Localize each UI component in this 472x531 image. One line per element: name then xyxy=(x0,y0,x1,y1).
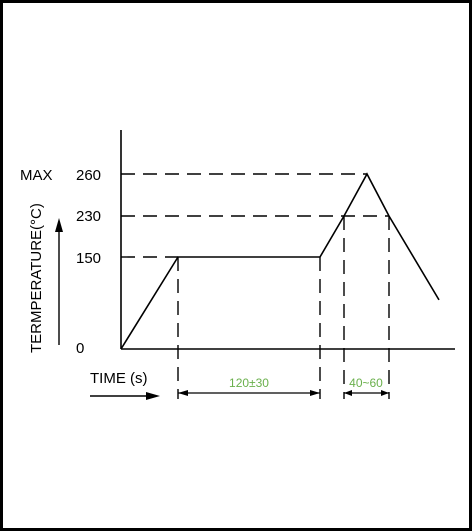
y-axis-title: TERMPERATURE(°C) xyxy=(28,203,45,353)
interval-120-arrow-right-icon xyxy=(310,390,320,396)
interval-40-arrow-right-icon xyxy=(381,390,389,396)
interval-40-dimension: 40~60 xyxy=(344,376,389,396)
max-label: MAX xyxy=(20,167,53,184)
y-tick-label-150: 150 xyxy=(76,250,101,267)
interval-120-dimension: 120±30 xyxy=(178,376,320,396)
interval-120-arrow-left-icon xyxy=(178,390,188,396)
interval-40-arrow-left-icon xyxy=(344,390,352,396)
x-axis-arrowhead-icon xyxy=(146,392,160,400)
y-tick-label-0: 0 xyxy=(76,340,84,357)
y-tick-label-260: 260 xyxy=(76,167,101,184)
y-axis-arrowhead-icon xyxy=(55,218,63,232)
x-axis-title: TIME (s) xyxy=(90,370,148,387)
interval-40-label: 40~60 xyxy=(349,376,383,390)
interval-120-label: 120±30 xyxy=(229,376,269,390)
y-tick-label-230: 230 xyxy=(76,208,101,225)
series-line-temperature-profile xyxy=(120,172,440,350)
